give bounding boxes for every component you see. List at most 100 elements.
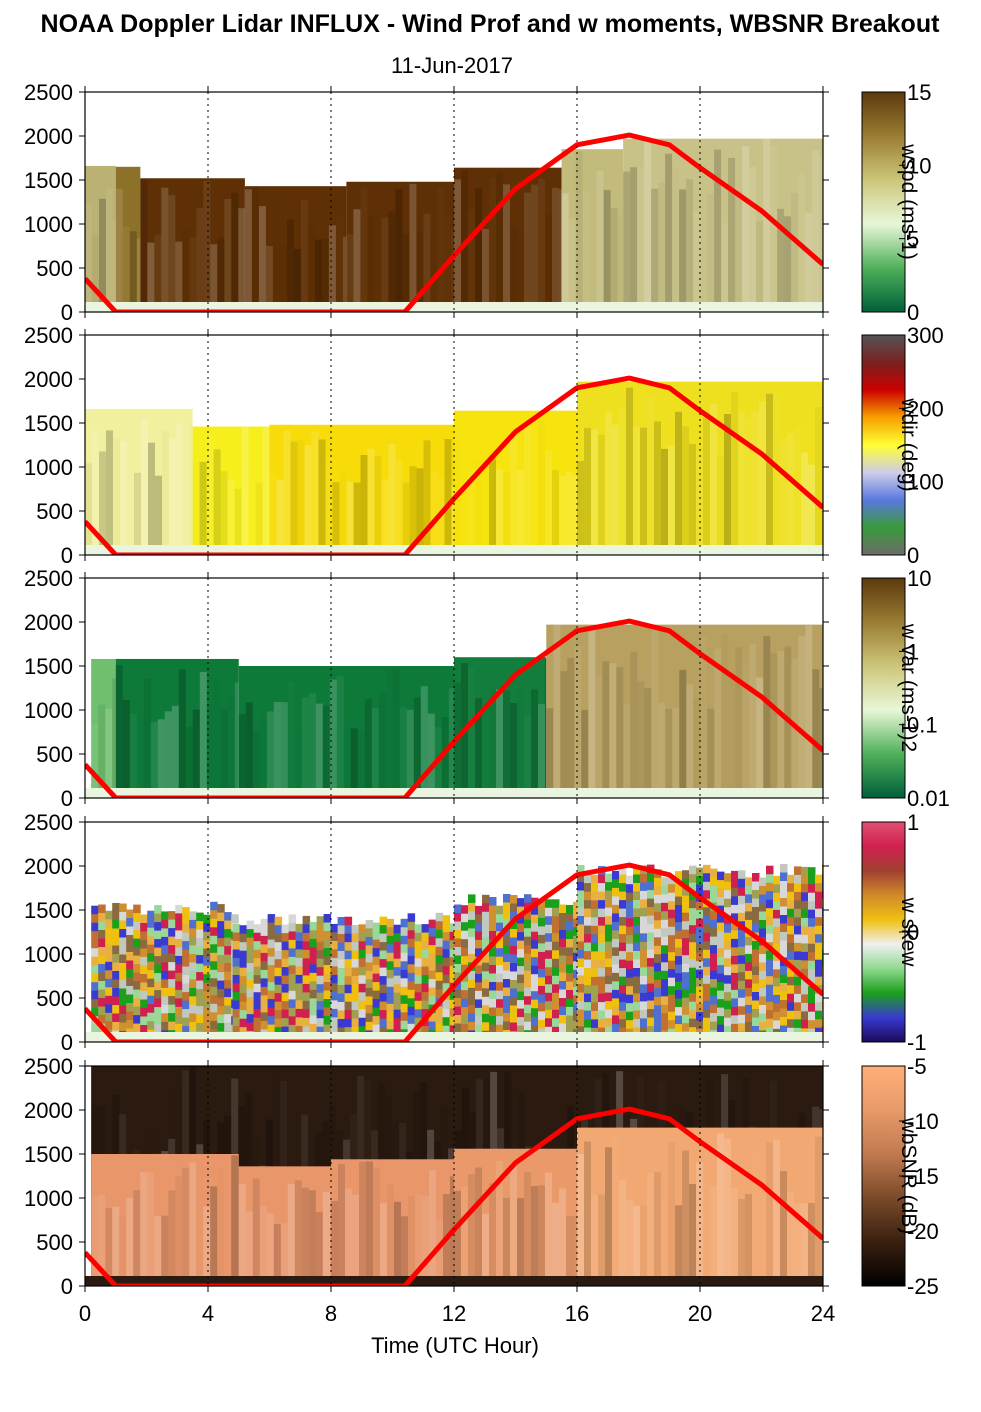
heat-cell [379, 1001, 388, 1011]
heat-cell [661, 953, 669, 963]
heat-cell [696, 918, 704, 928]
heat-texture [637, 167, 645, 312]
y-tick-label: 0 [61, 1274, 73, 1299]
heat-cell [647, 975, 655, 985]
heat-cell [133, 1006, 141, 1016]
heat-cell [161, 962, 169, 972]
heat-cell [393, 1026, 402, 1036]
heat-cell [717, 956, 725, 966]
heat-cell [633, 976, 641, 986]
heat-texture [482, 1213, 489, 1286]
heat-cell [330, 932, 339, 942]
heat-cell [253, 966, 262, 976]
heat-cell [133, 955, 141, 965]
heat-texture [612, 424, 619, 555]
heat-cell [196, 989, 204, 999]
heat-cell [696, 1020, 704, 1030]
heat-cell [489, 905, 497, 915]
heat-cell [496, 922, 504, 932]
heat-cell [724, 1017, 732, 1027]
heat-texture [255, 482, 263, 555]
heat-cell [461, 964, 469, 974]
heat-cell [379, 916, 388, 926]
heat-cell [295, 1025, 304, 1035]
heat-cell [105, 910, 113, 920]
heat-texture [444, 439, 452, 555]
heat-cell [442, 1008, 451, 1018]
colorbar-tick-label: 1 [907, 810, 919, 835]
heat-cell [302, 1017, 311, 1027]
heat-cell [552, 958, 560, 968]
heat-cell [468, 919, 476, 929]
heat-cell [475, 931, 483, 941]
heat-cell [605, 975, 613, 985]
heat-texture [566, 471, 573, 555]
heat-texture [582, 192, 590, 312]
heat-texture [258, 206, 266, 312]
heat-cell [140, 999, 148, 1009]
heat-cell [119, 1022, 127, 1032]
heat-cell [584, 874, 592, 884]
heat-cell [210, 1012, 218, 1022]
heat-cell [147, 970, 155, 980]
heat-cell [330, 1025, 339, 1035]
heat-cell [598, 968, 606, 978]
heat-texture [812, 150, 820, 312]
heat-texture [496, 1161, 503, 1286]
heat-cell [323, 1007, 332, 1017]
heat-texture [545, 451, 552, 555]
heat-cell [288, 973, 297, 983]
heat-cell [524, 945, 532, 955]
heat-cell [640, 1001, 648, 1011]
heat-cell [365, 1004, 374, 1014]
heat-cell [154, 956, 162, 966]
heat-texture [92, 431, 99, 555]
heat-cell [815, 1010, 823, 1020]
heat-cell [633, 968, 641, 977]
heat-cell [552, 899, 560, 909]
heat-cell [538, 934, 546, 944]
heat-cell [461, 905, 469, 915]
heat-cell [203, 957, 211, 967]
heat-cell [559, 930, 567, 939]
heat-texture [427, 713, 435, 798]
heat-cell [510, 997, 518, 1006]
heat-cell [573, 978, 581, 988]
heat-cell [605, 890, 613, 900]
heat-cell [745, 1013, 753, 1023]
y-tick-label: 2000 [24, 367, 73, 392]
heat-cell [591, 985, 599, 995]
heat-texture [91, 1195, 99, 1286]
heat-cell [794, 976, 802, 986]
heat-texture [91, 724, 99, 798]
heat-cell [288, 956, 297, 966]
heat-cell [573, 935, 581, 945]
heat-cell [654, 886, 662, 896]
heat-texture [577, 461, 584, 555]
heat-texture [510, 1163, 517, 1286]
heat-cell [449, 965, 458, 975]
heat-cell [196, 946, 204, 956]
heat-texture [402, 233, 410, 312]
heat-cell [454, 938, 462, 948]
heat-cell [414, 966, 423, 976]
heat-cell [794, 1010, 802, 1020]
heat-cell [372, 931, 381, 941]
heat-cell [517, 1008, 525, 1018]
heat-cell [461, 990, 469, 1000]
heat-cell [577, 865, 585, 874]
heat-texture [105, 708, 113, 798]
heat-cell [724, 1026, 732, 1036]
plot-area [85, 618, 823, 798]
heat-texture [228, 694, 235, 798]
heat-cell [552, 1001, 560, 1011]
heat-texture [168, 1190, 176, 1286]
heat-texture [552, 1202, 559, 1286]
heat-cell [203, 1016, 211, 1026]
heat-cell [468, 945, 476, 955]
heat-cell [605, 899, 613, 909]
heat-cell [752, 983, 760, 993]
heat-cell [689, 959, 697, 969]
heat-cell [661, 970, 669, 980]
heat-cell [559, 921, 567, 931]
